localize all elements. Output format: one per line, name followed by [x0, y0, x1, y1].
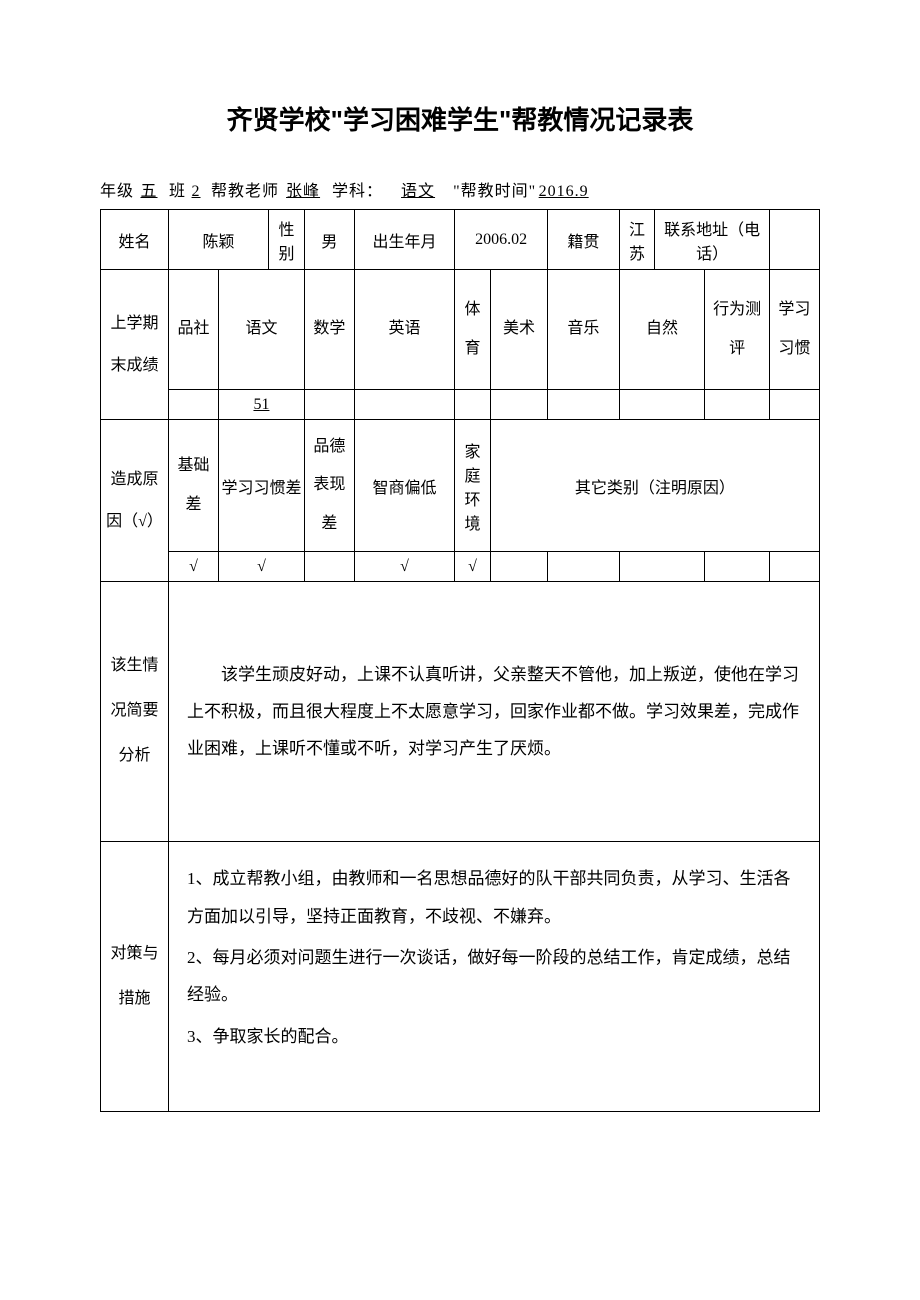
checks-row: √ √ √ √ [101, 552, 820, 582]
reason-other-label: 其它类别（注明原因） [490, 420, 819, 552]
strategy-row: 对策与措施 1、成立帮教小组，由教师和一名思想品德好的队干部共同负责，从学习、生… [101, 842, 820, 1112]
birth-value: 2006.02 [455, 210, 548, 270]
check-cell [705, 552, 769, 582]
check-cell [548, 552, 620, 582]
subjects-row: 上学期末成绩 品社 语文 数学 英语 体育 美术 音乐 自然 行为测评 学习习惯 [101, 270, 820, 390]
header-info-line: 年级五 班2 帮教老师张峰 学科： 语文 "帮教时间"2016.9 [100, 177, 820, 201]
form-container: 齐贤学校"学习困难学生"帮教情况记录表 年级五 班2 帮教老师张峰 学科： 语文… [100, 100, 820, 1112]
strategy-item: 3、争取家长的配合。 [187, 1018, 801, 1055]
score-cell [354, 390, 454, 420]
gender-value: 男 [304, 210, 354, 270]
analysis-label: 该生情况简要分析 [101, 582, 169, 842]
analysis-row: 该生情况简要分析 该学生顽皮好动，上课不认真听讲，父亲整天不管他，加上叛逆，使他… [101, 582, 820, 842]
score-cell [769, 390, 819, 420]
subj-cell: 品社 [168, 270, 218, 390]
check-cell: √ [219, 552, 305, 582]
main-table: 姓名 陈颖 性别 男 出生年月 2006.02 籍贯 江苏 联系地址（电话） 上… [100, 209, 820, 1112]
name-value: 陈颖 [168, 210, 268, 270]
strategy-item: 1、成立帮教小组，由教师和一名思想品德好的队干部共同负责，从学习、生活各方面加以… [187, 860, 801, 935]
score-cell: 51 [219, 390, 305, 420]
student-info-row: 姓名 陈颖 性别 男 出生年月 2006.02 籍贯 江苏 联系地址（电话） [101, 210, 820, 270]
check-cell [304, 552, 354, 582]
subj-cell: 行为测评 [705, 270, 769, 390]
teacher-value: 张峰 [279, 177, 327, 201]
score-cell [548, 390, 620, 420]
subj-cell: 美术 [490, 270, 547, 390]
subj-cell: 学习习惯 [769, 270, 819, 390]
check-cell: √ [168, 552, 218, 582]
reason-cell: 基础差 [168, 420, 218, 552]
subj-cell: 体育 [455, 270, 491, 390]
reason-cell: 品德表现差 [304, 420, 354, 552]
form-title: 齐贤学校"学习困难学生"帮教情况记录表 [100, 100, 820, 137]
reasons-label: 造成原因（√） [101, 420, 169, 582]
subj-cell: 英语 [354, 270, 454, 390]
score-cell [168, 390, 218, 420]
origin-label: 籍贯 [548, 210, 620, 270]
origin-value: 江苏 [619, 210, 655, 270]
time-value: 2016.9 [536, 183, 591, 201]
subject-value: 语文 [388, 177, 448, 201]
grade-label: 年级 [100, 183, 134, 200]
teacher-label: 帮教老师 [211, 183, 279, 200]
score-cell [455, 390, 491, 420]
check-cell [619, 552, 705, 582]
reason-cell: 智商偏低 [354, 420, 454, 552]
score-cell [619, 390, 705, 420]
check-cell [769, 552, 819, 582]
check-cell: √ [455, 552, 491, 582]
time-label: "帮教时间" [453, 183, 536, 200]
score-cell [705, 390, 769, 420]
strategy-label: 对策与措施 [101, 842, 169, 1112]
scores-label: 上学期末成绩 [101, 270, 169, 420]
score-cell [490, 390, 547, 420]
strategy-item: 2、每月必须对问题生进行一次谈话，做好每一阶段的总结工作，肯定成绩，总结经验。 [187, 939, 801, 1014]
score-values-row: 51 [101, 390, 820, 420]
name-label: 姓名 [101, 210, 169, 270]
subj-cell: 音乐 [548, 270, 620, 390]
class-value: 2 [186, 183, 206, 201]
subj-cell: 语文 [219, 270, 305, 390]
reasons-row: 造成原因（√） 基础差 学习习惯差 品德表现差 智商偏低 家庭环境 其它类别（注… [101, 420, 820, 552]
strategy-content: 1、成立帮教小组，由教师和一名思想品德好的队干部共同负责，从学习、生活各方面加以… [168, 842, 819, 1112]
class-label: 班 [169, 183, 186, 200]
grade-value: 五 [134, 177, 164, 201]
reason-cell: 家庭环境 [455, 420, 491, 552]
contact-label: 联系地址（电话） [655, 210, 769, 270]
birth-label: 出生年月 [354, 210, 454, 270]
reason-cell: 学习习惯差 [219, 420, 305, 552]
subj-cell: 自然 [619, 270, 705, 390]
contact-value [769, 210, 819, 270]
analysis-content: 该学生顽皮好动，上课不认真听讲，父亲整天不管他，加上叛逆，使他在学习上不积极，而… [168, 582, 819, 842]
score-cell [304, 390, 354, 420]
subj-cell: 数学 [304, 270, 354, 390]
check-cell [490, 552, 547, 582]
subject-label: 学科： [332, 183, 383, 200]
check-cell: √ [354, 552, 454, 582]
gender-label: 性别 [269, 210, 305, 270]
